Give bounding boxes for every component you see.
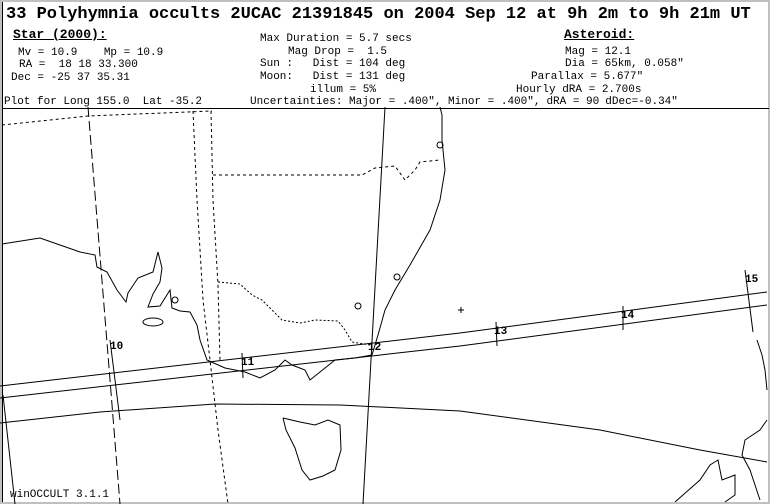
- uncertainty-limit: [0, 404, 767, 462]
- software-version: winOCCULT 3.1.1: [10, 489, 109, 501]
- time-tick-label: 13: [494, 326, 508, 338]
- track-north-limit: [0, 292, 767, 386]
- tasmania: [283, 418, 341, 480]
- state-border: [193, 111, 228, 504]
- coastline: [2, 238, 372, 380]
- winoccult-window: 33 Polyhymnia occults 2UCAC 21391845 on …: [0, 0, 770, 504]
- city-marker: [172, 297, 178, 303]
- meridian-dashed: [88, 107, 120, 504]
- time-tick-label: 12: [368, 342, 381, 354]
- time-tick-label: 10: [110, 341, 123, 353]
- state-border: [2, 111, 212, 125]
- meridian-left: [3, 395, 15, 504]
- meridian-right: [363, 107, 385, 504]
- state-border: [211, 111, 220, 360]
- kangaroo-island: [143, 318, 163, 326]
- city-marker: [355, 303, 361, 309]
- state-border: [218, 282, 370, 345]
- occultation-map: 10 11 12 13 14 15 winOCCULT 3.1.1: [0, 0, 770, 504]
- time-tick-label: 15: [745, 274, 759, 286]
- time-tick-label: 14: [621, 310, 635, 322]
- observer-crosshair-icon: [458, 307, 464, 313]
- city-marker: [394, 274, 400, 280]
- state-border: [213, 160, 440, 180]
- new-zealand: [757, 340, 767, 390]
- new-zealand: [675, 460, 735, 502]
- time-tick-label: 11: [241, 357, 255, 369]
